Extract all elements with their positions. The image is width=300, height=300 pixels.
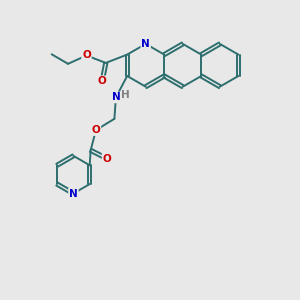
Text: N: N bbox=[69, 188, 78, 199]
Text: O: O bbox=[103, 154, 111, 164]
Text: O: O bbox=[82, 50, 91, 61]
Text: N: N bbox=[141, 39, 150, 49]
Text: H: H bbox=[121, 90, 130, 100]
Text: O: O bbox=[98, 76, 106, 86]
Text: N: N bbox=[112, 92, 120, 102]
Text: O: O bbox=[92, 125, 100, 135]
